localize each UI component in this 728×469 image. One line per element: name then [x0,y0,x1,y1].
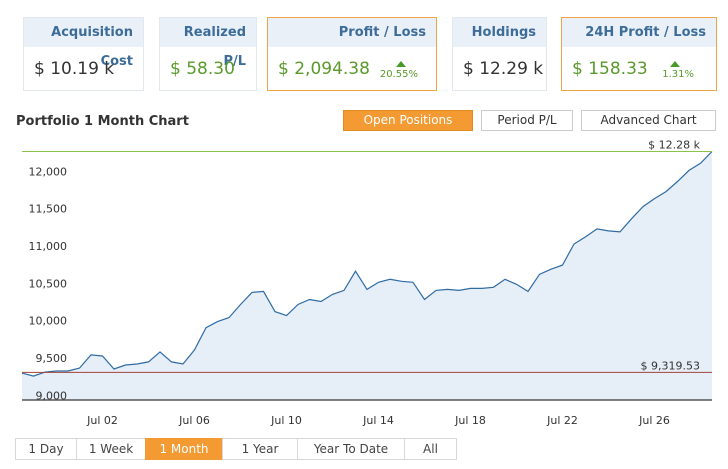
y-tick-label: 10,000 [29,315,68,328]
card-change: 20.55% [379,69,418,80]
y-tick-label: 11,000 [29,240,68,253]
card: Holdings $ 12.29 k [452,17,547,91]
chart-button[interactable]: Period P/L [481,110,573,131]
card-value-row: $ 158.33 1.31% [562,47,716,91]
card-title: 24H Profit / Loss [562,18,716,47]
card: Realized P/L $ 58.30 [159,17,257,91]
area [22,151,712,400]
reference-label: $ 9,319.53 [641,359,700,372]
section-title: Portfolio 1 Month Chart [16,114,189,129]
x-tick-label: Jul 02 [86,414,118,427]
range-button[interactable]: 1 Year [222,438,298,460]
card-change: 1.31% [662,69,694,80]
y-tick-label: 9,000 [36,389,68,402]
card: Acquisition Cost $ 10.19 k [23,17,144,91]
x-tick-label: Jul 26 [638,414,670,427]
up-arrow [396,61,406,67]
x-tick-label: Jul 14 [362,414,394,427]
line [21,151,713,377]
card-value: $ 12.29 k [463,59,544,79]
card-title: Profit / Loss [268,18,436,47]
range-button[interactable]: 1 Day [15,438,77,460]
reference-label: $ 12.28 k [648,138,700,151]
range-button[interactable]: All [404,438,457,460]
y-tick-label: 9,500 [36,352,68,365]
card-title: Realized P/L [160,18,256,69]
y-tick-label: 11,500 [29,203,68,216]
card-value-row: $ 2,094.38 20.55% [268,47,436,91]
up-arrow [670,61,680,67]
card-value: $ 158.33 [572,59,648,79]
x-tick-label: Jul 22 [546,414,578,427]
card-title: Holdings [453,18,546,47]
card-title: Acquisition Cost [24,18,143,69]
x-tick-label: Jul 10 [270,414,302,427]
range-button[interactable]: Year To Date [297,438,405,460]
chart-button[interactable]: Advanced Chart [581,110,716,131]
card-value: $ 58.30 [170,59,235,79]
range-button[interactable]: 1 Week [76,438,146,460]
x-tick-label: Jul 06 [178,414,210,427]
chart-button[interactable]: Open Positions [343,110,473,131]
y-tick-label: 12,000 [29,165,68,178]
card-value: $ 10.19 k [34,59,115,79]
card: 24H Profit / Loss $ 158.33 1.31% [561,17,717,91]
range-button[interactable]: 1 Month [145,438,223,460]
card-value: $ 2,094.38 [278,59,370,79]
y-tick-label: 10,500 [29,277,68,290]
x-tick-label: Jul 18 [454,414,486,427]
card: Profit / Loss $ 2,094.38 20.55% [267,17,437,91]
